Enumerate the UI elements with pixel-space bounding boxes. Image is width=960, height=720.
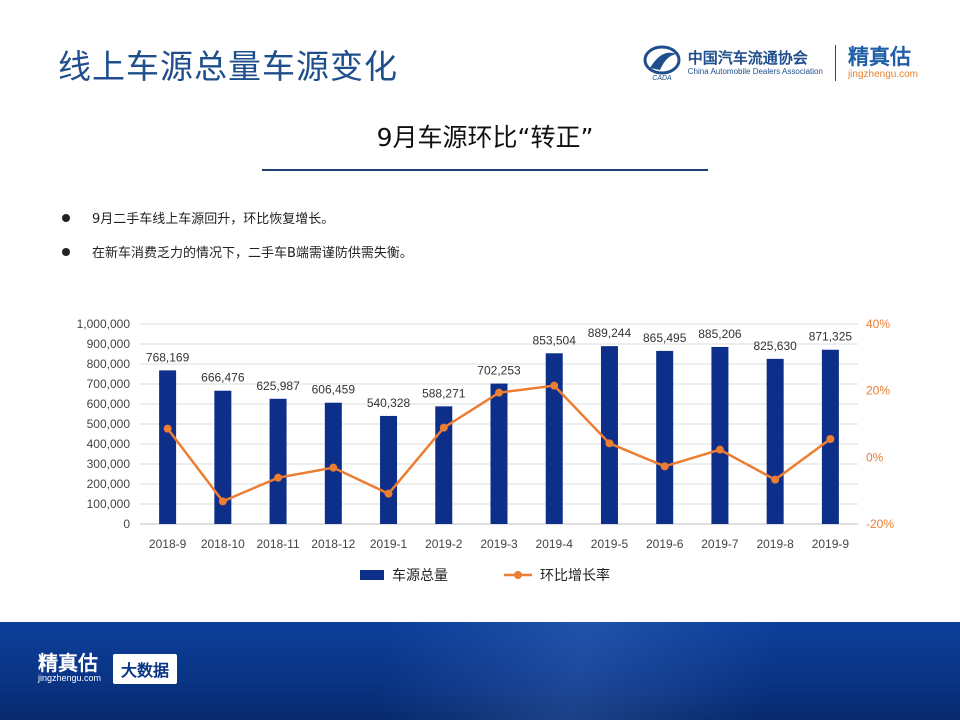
bar [269,398,287,524]
growth-rate-point [771,475,780,484]
bar [490,383,508,524]
legend-line-marker [514,571,522,579]
x-tick-label: 2019-2 [425,537,463,551]
cada-emblem-icon: CADA [643,45,681,82]
x-tick-label: 2019-8 [756,537,794,551]
footer-tag: 大数据 [113,654,178,684]
footer-brand-name: 精真估 [38,651,98,675]
bar-data-label: 702,253 [477,364,521,378]
cada-name-cn: 中国汽车流通协会 [687,48,808,67]
y-left-tick-label: 800,000 [87,357,131,371]
legend-bar-swatch [360,570,384,580]
bar [656,350,674,524]
bar-data-label: 825,630 [753,339,797,353]
bullet-text: 9月二手车线上车源回升，环比恢复增长。 [92,212,335,227]
growth-rate-point [329,463,338,472]
bullet-item: 9月二手车线上车源回升，环比恢复增长。 [62,208,413,227]
cada-name-en: China Automobile Dealers Association [687,67,823,77]
slide-subtitle: 9月车源环比“转正” [376,123,594,152]
x-tick-label: 2019-1 [370,537,408,551]
x-tick-label: 2018-11 [256,537,299,551]
x-tick-label: 2018-9 [149,537,187,551]
x-tick-label: 2019-9 [812,537,850,551]
bar [711,346,729,524]
x-tick-label: 2019-6 [646,537,684,551]
y-left-tick-label: 100,000 [87,497,131,511]
y-left-tick-label: 600,000 [87,397,131,411]
bar [214,390,232,524]
y-left-tick-label: 300,000 [87,457,131,471]
growth-rate-point [660,462,669,471]
bar-data-label: 606,459 [312,383,356,397]
growth-rate-point [274,473,283,482]
y-right-tick-label: 20% [866,384,890,398]
footer-banner: 精真估 jingzhengu.com 大数据 [0,622,960,720]
y-right-tick-label: -20% [866,517,894,531]
bar-data-label: 666,476 [201,371,245,385]
brand-name: 精真估 [847,44,911,69]
y-left-tick-label: 200,000 [87,477,131,491]
bullet-dot-icon [62,247,70,256]
growth-rate-point [384,489,393,498]
brand-url: jingzhengu.com [847,69,918,81]
growth-rate-point [826,435,835,443]
y-left-tick-label: 900,000 [87,337,131,351]
legend-label-total: 车源总量 [392,567,448,584]
y-left-tick-label: 1,000,000 [77,317,131,331]
logo-divider [834,45,836,81]
bar-data-label: 865,495 [643,331,687,345]
bar [766,358,784,524]
x-tick-label: 2019-7 [701,537,739,551]
bar-data-label: 625,987 [256,379,300,393]
bar [600,346,618,524]
bar-data-label: 885,206 [698,327,742,341]
combo-chart: 0 100,000 200,000 300,000 400,000 500,000 600,… [77,317,895,584]
bullet-dot-icon [62,213,70,222]
bar [159,370,177,524]
bullet-list: 9月二手车线上车源回升，环比恢复增长。 在新车消费乏力的情况下，二手车B端需谨防… [62,208,413,276]
bar [380,415,398,524]
bar [545,353,563,524]
bar-data-label: 768,169 [146,350,190,364]
bar [435,406,453,524]
growth-rate-point [605,439,614,448]
bar-data-label: 871,325 [809,330,853,344]
footer-brand-logo: 精真估 jingzhengu.com [38,652,101,684]
bullet-text: 在新车消费乏力的情况下，二手车B端需谨防供需失衡。 [92,246,413,261]
subtitle-underline [262,169,708,171]
x-tick-label: 2019-3 [480,537,518,551]
x-tick-label: 2018-12 [311,537,355,551]
cada-emblem-text: CADA [652,75,672,82]
bullet-item: 在新车消费乏力的情况下，二手车B端需谨防供需失衡。 [62,242,413,261]
growth-rate-point [163,424,172,433]
y-left-tick-label: 0 [123,517,130,531]
bar-data-label: 889,244 [588,326,632,340]
bar-data-label: 853,504 [533,333,577,347]
logo-area: CADA 中国汽车流通协会 China Automobile Dealers A… [642,44,918,82]
bar-data-label: 588,271 [422,386,466,400]
brand-logo: 精真估 jingzhengu.com [847,44,918,81]
page-title: 线上车源总量车源变化 [58,47,398,86]
y-right-tick-label: 0% [866,450,884,464]
bar [324,402,342,524]
growth-rate-point [495,388,503,397]
y-right-tick-label: 40% [866,317,890,331]
y-left-tick-label: 400,000 [87,437,131,451]
growth-rate-point [218,497,227,506]
x-tick-label: 2019-5 [591,537,629,551]
y-left-tick-label: 500,000 [87,417,131,431]
footer-brand-url: jingzhengu.com [38,673,102,683]
growth-rate-point [439,423,448,432]
x-tick-label: 2018-10 [201,537,245,551]
bar-data-label: 540,328 [367,396,411,410]
x-tick-label: 2019-4 [536,537,574,551]
legend-label-growth: 环比增长率 [540,567,610,584]
y-left-tick-label: 700,000 [87,377,131,391]
growth-rate-point [715,445,724,454]
growth-rate-point [550,381,559,390]
